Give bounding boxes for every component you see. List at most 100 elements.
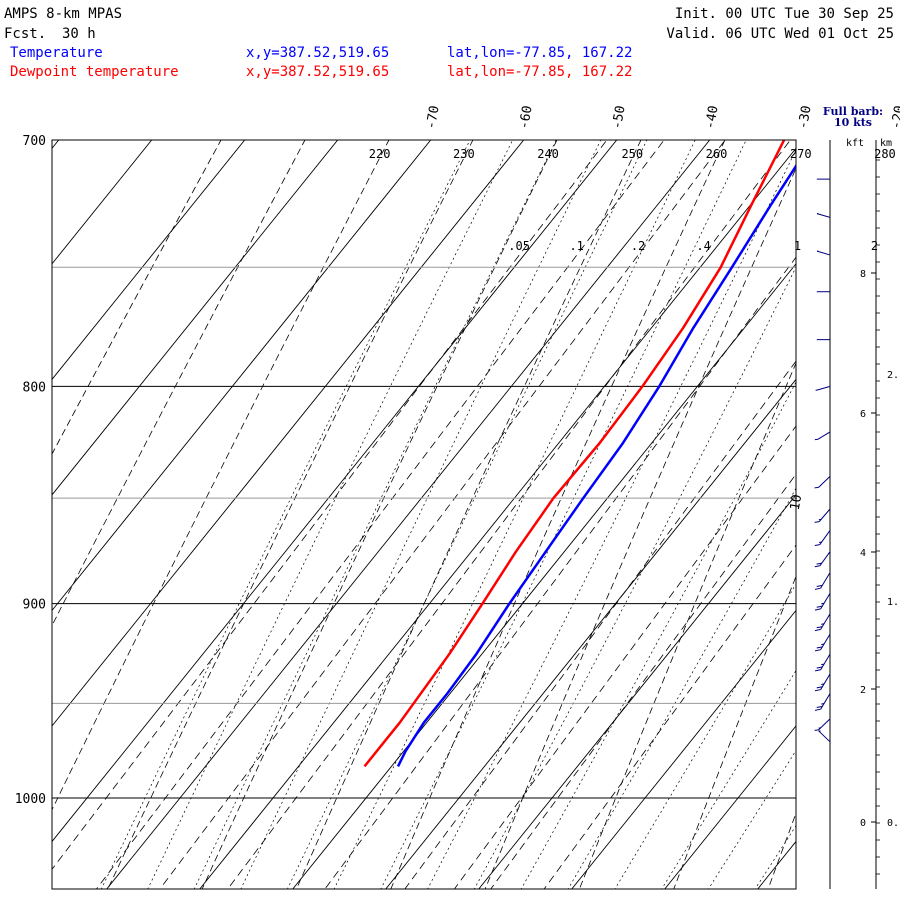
- pressure-tick-label: 800: [23, 380, 46, 395]
- dry-adiabat-line: [765, 100, 900, 898]
- temperature-tick-label: -20: [889, 105, 900, 131]
- wind-barb: [815, 573, 830, 590]
- kft-axis-label: kft: [846, 138, 864, 149]
- km-tick-label: 0.: [887, 818, 899, 829]
- temperature-tick-label: -50: [610, 105, 629, 131]
- wind-barb: [819, 731, 830, 742]
- theta-label: 260: [706, 147, 728, 161]
- isotherm-line: [572, 140, 900, 889]
- dewpoint-legend-label: Dewpoint temperature: [10, 64, 179, 80]
- wind-barb-flag: [821, 603, 824, 604]
- temperature-xy: x,y=387.52,519.65: [246, 45, 389, 61]
- wind-barb-flag: [821, 704, 824, 705]
- wind-barb: [815, 719, 830, 731]
- wind-barb: [815, 634, 830, 651]
- fcst-label: Fcst.: [4, 26, 46, 42]
- wind-barb-staff: [817, 251, 830, 255]
- wind-barb: [815, 509, 830, 522]
- kft-tick-label: 4: [860, 548, 866, 559]
- kft-tick-label: 6: [860, 409, 866, 420]
- wind-barb: [815, 654, 830, 671]
- temperature-tick-label: -30: [796, 105, 815, 131]
- mixing-ratio-line: [221, 100, 820, 898]
- dry-adiabat-line: [9, 100, 410, 898]
- dry-adiabat-line: [104, 100, 494, 898]
- wind-barb-flag: [815, 609, 821, 610]
- mixing-ratio-line: [538, 100, 900, 898]
- wind-barb-flag: [821, 624, 824, 625]
- wind-barb-flag: [815, 566, 820, 567]
- wind-barb: [815, 432, 830, 440]
- km-tick-label: 2.: [887, 370, 899, 381]
- plot-frame: [52, 140, 796, 889]
- init-time: Init. 00 UTC Tue 30 Sep 25: [675, 6, 894, 22]
- temperature-tick-label: -70: [424, 105, 443, 131]
- mixing-ratio-line: [30, 100, 637, 898]
- mixing-ratio-label: .05: [508, 239, 530, 253]
- wind-barb-flag: [821, 644, 824, 645]
- kft-tick-label: 0: [860, 818, 866, 829]
- mixing-ratio-line: [153, 100, 755, 898]
- dry-adiabat-line: [859, 100, 900, 898]
- km-tick-label: 1.: [887, 597, 899, 608]
- wind-barb: [815, 694, 830, 711]
- isotherm-line: [293, 140, 896, 889]
- pressure-tick-label: 700: [23, 134, 46, 149]
- isotherm-line: [758, 140, 900, 889]
- moist-adiabat-line: [656, 108, 900, 898]
- theta-label: 240: [537, 147, 559, 161]
- moist-adiabat-line: [516, 108, 900, 898]
- theta-label: 220: [369, 147, 391, 161]
- dry-adiabat-line: [387, 100, 744, 898]
- dry-adiabat-line: [670, 100, 900, 898]
- moist-adiabat-line: [609, 108, 900, 898]
- theta-label: 280: [874, 147, 896, 161]
- barb-legend-speed: 10 kts: [834, 116, 872, 129]
- moist-adiabat-line: [97, 108, 486, 898]
- isotherm-line: [0, 140, 524, 889]
- moist-adiabat-line: [749, 108, 900, 898]
- mixing-ratio-line: [318, 100, 900, 898]
- wind-barb-flag: [815, 650, 821, 651]
- moist-adiabat-line: [283, 108, 663, 898]
- wind-barb-flag: [815, 730, 819, 731]
- mixing-ratio-line: [448, 100, 900, 898]
- mixing-ratio-label: 2: [871, 239, 878, 253]
- moist-adiabat-line: [329, 108, 710, 898]
- wind-barb-staff: [818, 432, 830, 440]
- kft-tick-label: 2: [860, 685, 866, 696]
- mixing-ratio-label: .4: [696, 239, 710, 253]
- isotherm-line: [200, 140, 803, 889]
- dry-adiabat-line: [0, 100, 326, 898]
- moist-adiabat-line: [236, 108, 616, 898]
- dewpoint-latlon: lat,lon=-77.85, 167.22: [447, 64, 632, 80]
- temperature-tick-label: -40: [703, 105, 722, 131]
- isotherm-line: [0, 140, 431, 889]
- kft-tick-label: 8: [860, 269, 866, 280]
- isotherm-line: [0, 140, 59, 889]
- fcst-value: 30 h: [62, 26, 96, 42]
- pressure-tick-label: 1000: [15, 792, 46, 807]
- dry-adiabat-line: [198, 100, 577, 898]
- wind-barb: [815, 614, 830, 631]
- wind-barb: [815, 593, 830, 610]
- moist-adiabat-line: [563, 108, 900, 898]
- pressure-tick-label: 900: [23, 598, 46, 613]
- wind-barb-flag: [815, 545, 820, 546]
- wind-barb-flag: [815, 709, 821, 710]
- temperature-tick-label: -60: [517, 105, 536, 131]
- wind-barb: [815, 476, 830, 488]
- wind-barb: [817, 251, 830, 255]
- moist-adiabat-line: [376, 108, 762, 898]
- moist-adiabat-line: [143, 108, 528, 898]
- wind-barb-flag: [815, 522, 820, 523]
- dewpoint-profile-line: [365, 140, 785, 766]
- theta-label: 270: [790, 147, 812, 161]
- temperature-latlon: lat,lon=-77.85, 167.22: [447, 45, 632, 61]
- theta-label: 230: [453, 147, 475, 161]
- wind-barb-flag: [821, 684, 824, 685]
- wind-barb-flag: [815, 690, 821, 691]
- temperature-profile-line: [398, 140, 813, 766]
- dewpoint-xy: x,y=387.52,519.65: [246, 64, 389, 80]
